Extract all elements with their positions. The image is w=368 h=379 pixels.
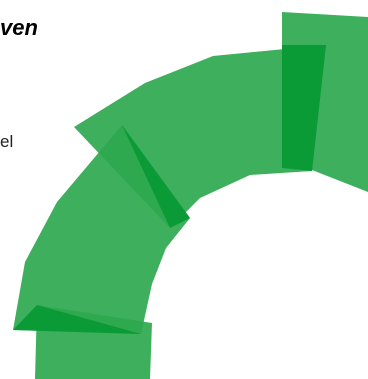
ring-overlap-left <box>13 305 141 334</box>
body-text-fragment: el <box>0 132 14 151</box>
ring-segment-left <box>13 125 190 334</box>
heading-fragment: ven <box>0 15 38 40</box>
ring-overlap-top <box>282 45 326 171</box>
ring-overlap-upper <box>122 125 190 228</box>
